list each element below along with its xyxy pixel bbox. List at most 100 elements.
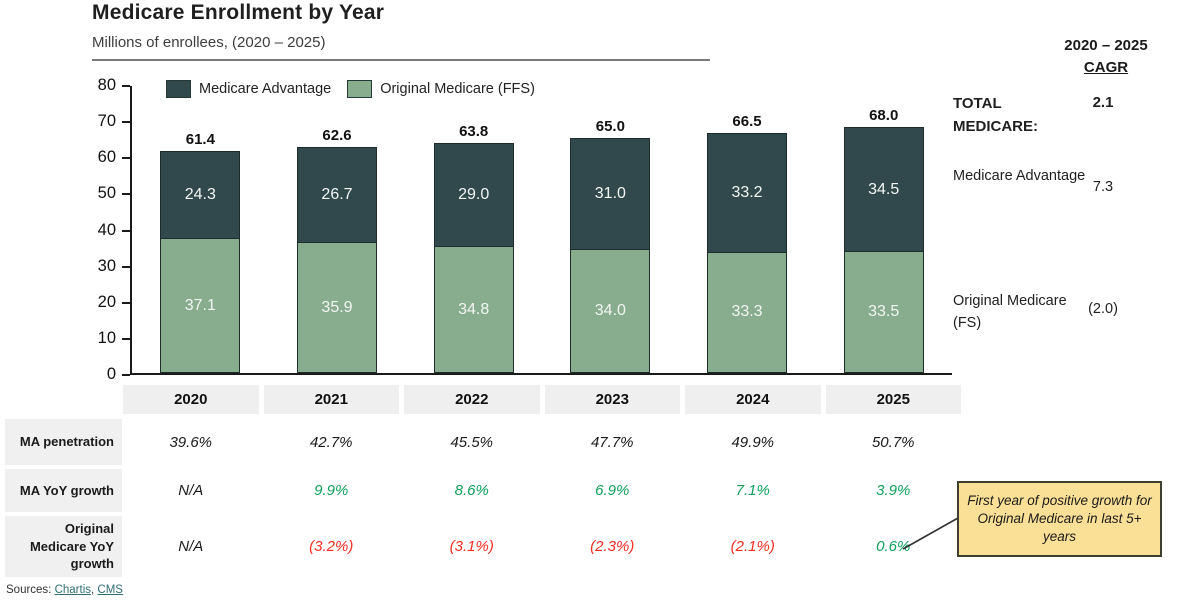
bar-column-2021: 62.6 26.7 35.9 — [269, 86, 406, 373]
table-cell: 0.6% — [876, 538, 911, 555]
sources-separator: , — [91, 584, 98, 596]
table-cell: 45.5% — [450, 433, 494, 451]
bar-total-label: 62.6 — [322, 126, 352, 144]
table-cell: 3.9% — [876, 482, 911, 499]
table-cell: (3.2%) — [309, 538, 354, 555]
bar-segment-medicare-advantage: 33.2 — [707, 132, 788, 253]
legend-item-medicare-advantage: Medicare Advantage — [166, 80, 331, 98]
table-cell: 9.9% — [314, 482, 349, 499]
table-cell: 50.7% — [871, 433, 915, 451]
segment-value-label: 29.0 — [458, 185, 490, 203]
table-cell: 42.7% — [309, 433, 353, 451]
cagr-label-original-medicare: Original Medicare (FS) — [953, 293, 1067, 331]
segment-value-label: 37.1 — [184, 296, 216, 314]
bar-segment-original-medicare: 35.9 — [297, 243, 377, 373]
y-axis-tick-label: 60 — [97, 148, 116, 167]
y-axis-tick-mark — [122, 85, 130, 87]
sources-prefix: Sources: — [6, 584, 55, 596]
cagr-title: CAGR — [1083, 58, 1129, 76]
year-header: 2024 — [685, 385, 821, 414]
bar-column-2022: 63.8 29.0 34.8 — [405, 86, 542, 373]
source-link-chartis[interactable]: Chartis — [54, 584, 92, 596]
bar-segment-original-medicare: 34.8 — [433, 247, 514, 373]
y-axis-tick-mark — [122, 374, 130, 376]
y-axis-tick-mark — [122, 229, 130, 232]
bar-segment-medicare-advantage: 26.7 — [297, 146, 377, 244]
callout-note: First year of positive growth for Origin… — [957, 481, 1162, 557]
page-title: Medicare Enrollment by Year — [92, 1, 385, 24]
table-row: N/A (3.2%) (3.1%) (2.3%) (2.1%) 0.6% — [123, 516, 961, 577]
y-axis-tick-label: 70 — [97, 112, 116, 131]
segment-value-label: 26.7 — [321, 186, 353, 204]
table-cell: 47.7% — [590, 433, 634, 451]
table-row: 39.6% 42.7% 45.5% 47.7% 49.9% 50.7% — [123, 419, 961, 465]
year-header-row: 2020 2021 2022 2023 2024 2025 — [123, 385, 961, 414]
page-subtitle: Millions of enrollees, (2020 – 2025) — [92, 34, 326, 51]
callout-connector-line — [902, 517, 959, 550]
segment-value-label: 35.9 — [321, 298, 353, 316]
table-cell: N/A — [178, 538, 204, 555]
stacked-bar: 33.2 33.3 — [707, 132, 788, 373]
stacked-bar: 34.5 33.5 — [843, 127, 924, 373]
y-axis-tick-mark — [122, 193, 130, 196]
y-axis-tick-mark — [122, 337, 130, 340]
table-cell: N/A — [178, 482, 204, 499]
segment-value-label: 34.5 — [868, 180, 900, 198]
y-axis-tick-mark — [122, 121, 130, 124]
y-axis-tick-mark — [122, 157, 130, 160]
y-axis-tick-mark — [122, 301, 130, 304]
table-cell: 6.9% — [595, 482, 630, 499]
segment-value-label: 24.3 — [184, 186, 216, 204]
y-axis-tick-label: 30 — [97, 256, 116, 275]
stacked-bar: 29.0 34.8 — [433, 142, 514, 373]
bar-segment-original-medicare: 33.3 — [707, 252, 788, 373]
table-row: N/A 9.9% 8.6% 6.9% 7.1% 3.9% — [123, 469, 961, 512]
y-axis-tick-label: 20 — [97, 292, 116, 311]
cagr-header: 2020 – 2025 CAGR — [1052, 35, 1160, 79]
chart-legend: Medicare Advantage Original Medicare (FF… — [166, 80, 535, 98]
y-axis-tick-label: 50 — [97, 184, 116, 203]
table-cell: 8.6% — [454, 482, 489, 499]
stacked-bar: 24.3 37.1 — [160, 151, 241, 373]
table-cell: 39.6% — [169, 433, 213, 451]
segment-value-label: 34.8 — [458, 300, 490, 318]
segment-value-label: 34.0 — [594, 302, 626, 320]
cagr-label-medicare-advantage: Medicare Advantage — [953, 168, 1086, 184]
legend-swatch-medicare-advantage — [166, 80, 191, 98]
stacked-bar: 26.7 35.9 — [297, 146, 377, 373]
table-cell: 7.1% — [735, 482, 770, 499]
cagr-period: 2020 – 2025 — [1064, 37, 1148, 54]
header-divider — [92, 59, 710, 61]
source-link-cms[interactable]: CMS — [97, 584, 123, 596]
bar-total-label: 61.4 — [185, 131, 215, 149]
cagr-value-medicare-advantage: 7.3 — [1092, 179, 1114, 195]
sources-line: Sources: Chartis, CMS — [6, 584, 123, 596]
cagr-label-total-medicare: TOTAL MEDICARE: — [953, 95, 1038, 135]
row-label-original-medicare-yoy-growth: Original Medicare YoY growth — [5, 516, 122, 577]
year-header: 2021 — [263, 385, 399, 414]
table-cell: (2.1%) — [730, 538, 775, 555]
year-header: 2020 — [123, 385, 259, 414]
table-cell: 49.9% — [731, 433, 775, 451]
y-axis-tick-label: 40 — [97, 220, 116, 239]
bar-total-label: 63.8 — [459, 122, 489, 140]
year-header: 2022 — [404, 385, 540, 414]
bar-total-label: 65.0 — [595, 118, 625, 136]
segment-value-label: 31.0 — [594, 185, 626, 203]
bar-segment-original-medicare: 34.0 — [570, 250, 651, 373]
bar-segment-original-medicare: 37.1 — [160, 239, 241, 373]
year-header: 2025 — [825, 385, 961, 414]
y-axis-tick-mark — [122, 265, 130, 268]
bar-column-2020: 61.4 24.3 37.1 — [132, 86, 269, 373]
bar-segment-medicare-advantage: 24.3 — [160, 151, 241, 239]
y-axis-tick-label: 80 — [97, 76, 116, 94]
year-header: 2023 — [544, 385, 680, 414]
legend-label: Original Medicare (FFS) — [380, 81, 535, 97]
table-cell: (3.1%) — [449, 538, 494, 555]
legend-swatch-original-medicare — [347, 80, 373, 98]
bar-segment-medicare-advantage: 31.0 — [570, 138, 651, 251]
bar-segment-medicare-advantage: 29.0 — [433, 142, 514, 248]
segment-value-label: 33.2 — [731, 183, 763, 201]
bar-segment-medicare-advantage: 34.5 — [843, 127, 924, 252]
